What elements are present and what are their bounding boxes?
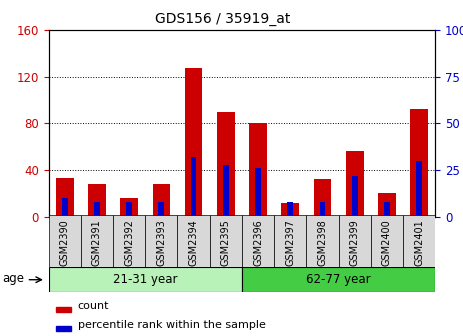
Text: GDS156 / 35919_at: GDS156 / 35919_at — [155, 12, 290, 26]
Bar — [185, 68, 202, 217]
Bar — [313, 179, 332, 217]
Text: count: count — [78, 301, 109, 311]
Bar — [152, 184, 170, 217]
Text: GSM2396: GSM2396 — [253, 219, 263, 266]
Bar — [113, 215, 145, 267]
Bar — [319, 202, 325, 217]
Bar — [242, 215, 274, 267]
Bar — [56, 178, 74, 217]
Text: 62-77 year: 62-77 year — [306, 273, 371, 286]
Bar — [255, 168, 261, 217]
Text: GSM2397: GSM2397 — [285, 219, 295, 266]
Bar — [274, 215, 307, 267]
Bar — [410, 110, 428, 217]
Text: GSM2399: GSM2399 — [350, 219, 360, 266]
Bar — [346, 152, 363, 217]
Bar — [62, 198, 68, 217]
Bar — [94, 202, 100, 217]
Text: age: age — [3, 272, 25, 285]
Bar — [49, 215, 81, 267]
Bar — [210, 215, 242, 267]
Bar — [120, 198, 138, 217]
Bar — [191, 157, 196, 217]
Text: percentile rank within the sample: percentile rank within the sample — [78, 320, 265, 330]
Bar — [352, 176, 357, 217]
Text: GSM2394: GSM2394 — [188, 219, 199, 266]
Bar — [223, 165, 229, 217]
Bar — [49, 267, 242, 292]
Bar — [371, 215, 403, 267]
Bar — [282, 203, 299, 217]
Bar — [145, 215, 177, 267]
Bar — [88, 184, 106, 217]
Bar — [378, 194, 396, 217]
Text: GSM2398: GSM2398 — [318, 219, 327, 266]
Bar — [249, 124, 267, 217]
Text: GSM2400: GSM2400 — [382, 219, 392, 266]
Bar — [56, 307, 71, 312]
Text: GSM2391: GSM2391 — [92, 219, 102, 266]
Bar — [338, 215, 371, 267]
Bar — [56, 326, 71, 331]
Text: GSM2395: GSM2395 — [221, 219, 231, 266]
Bar — [217, 112, 235, 217]
Bar — [307, 215, 338, 267]
Text: 21-31 year: 21-31 year — [113, 273, 177, 286]
Bar — [158, 202, 164, 217]
Bar — [242, 267, 435, 292]
Bar — [177, 215, 210, 267]
Bar — [126, 202, 132, 217]
Bar — [81, 215, 113, 267]
Text: GSM2401: GSM2401 — [414, 219, 424, 266]
Bar — [416, 161, 422, 217]
Text: GSM2393: GSM2393 — [156, 219, 166, 266]
Bar — [403, 215, 435, 267]
Bar — [384, 202, 390, 217]
Bar — [288, 202, 293, 217]
Text: GSM2390: GSM2390 — [60, 219, 70, 266]
Text: GSM2392: GSM2392 — [124, 219, 134, 266]
